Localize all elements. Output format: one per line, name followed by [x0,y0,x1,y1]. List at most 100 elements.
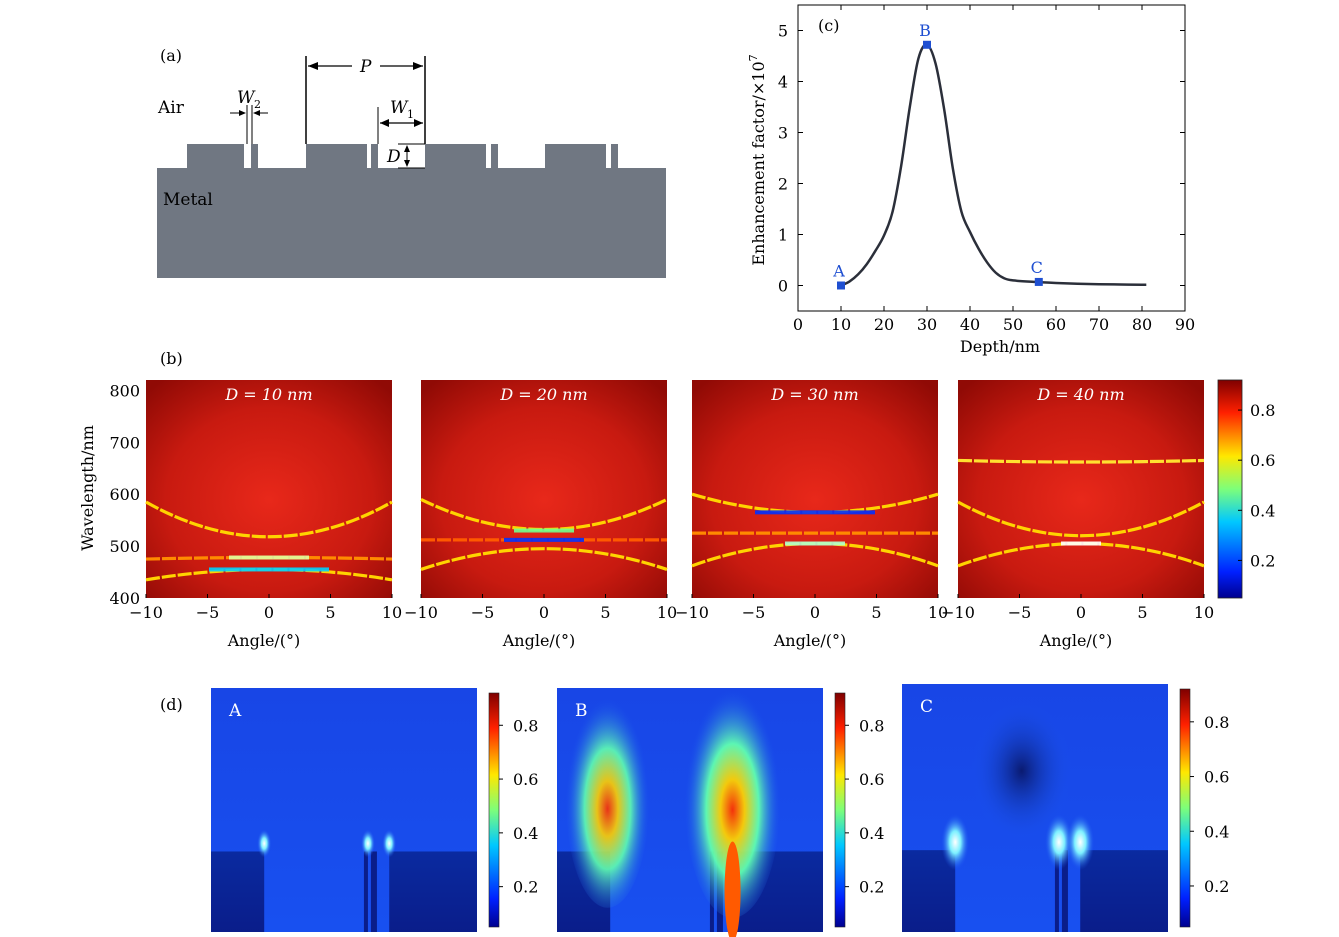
field-colorbar-tick-label: 0.2 [1204,877,1229,896]
panel-a: (a) Air Metal P W 1 W 2 D [157,46,666,278]
depth-label: D [386,147,401,167]
map-background [421,380,667,598]
panel-a-label: (a) [160,46,182,65]
field-colorbar-tick-label: 0.6 [1204,768,1229,787]
field-colorbar [488,692,500,928]
x-tick-label: 80 [1132,315,1152,334]
angle-tick-label: 5 [325,603,335,622]
metal-block [211,851,265,932]
field-colorbar-tick-label: 0.8 [1204,713,1229,732]
map-title: D = 20 nm [499,385,587,404]
colorbar-tick-label: 0.4 [1250,501,1275,520]
point-marker-c [1034,277,1043,286]
angle-axis-label: Angle/(°) [502,631,576,650]
panel-b-label: (b) [160,349,183,368]
chart-ticks: 0 10 20 30 40 50 60 70 80 90 0 1 2 3 4 5 [778,5,1195,334]
field-colorbar-tick-label: 0.8 [859,716,884,735]
field-hotspot [257,829,272,858]
angle-tick-label: 0 [264,603,274,622]
field-colorbar-tick-label: 0.2 [859,878,884,897]
angle-tick-label: 10 [382,603,402,622]
band-crossing [785,541,845,546]
colorbar-b-ticks: 0.2 0.4 0.6 0.8 [1238,401,1275,570]
x-tick-label: 70 [1089,315,1109,334]
dispersion-band [420,497,668,531]
metal-ridge [370,851,377,932]
angle-tick-label: 5 [600,603,610,622]
map-title: D = 40 nm [1036,385,1124,404]
colorbar-b [1217,379,1243,599]
map-d40: D = 40 nm −10 −5 0 5 10 Angle/(°) [941,380,1214,650]
y-tick-label: 5 [778,22,788,41]
air-label: Air [157,98,185,118]
field-hotspot [941,814,970,871]
dispersion-band [957,500,1205,538]
colorbar-tick-label: 0.6 [1250,451,1275,470]
x-tick-label: 0 [793,315,803,334]
chart-xlabel: Depth/nm [960,337,1040,356]
metal-block [389,851,477,932]
x-tick-label: 60 [1046,315,1066,334]
point-marker-b [923,40,931,49]
field-map-tag: A [228,701,242,721]
chart-frame [797,4,1186,312]
field-map-tag: B [575,701,588,721]
angle-tick-label: 10 [928,603,948,622]
field-hotspot [360,829,375,858]
field-maps: A 0.2 0.4 0.6 0.8 B 0.2 0.4 0.6 0.8 C 0.2 0.4 0.6 0.8 [211,677,1229,937]
field-colorbar [834,692,846,928]
chart-title: (c) [818,16,839,35]
angle-tick-label: −5 [742,603,766,622]
dispersion-band [145,500,393,539]
band-crossing [514,528,574,533]
metal-ridge [363,851,368,932]
field-colorbar-tick-label: 0.4 [1204,822,1229,841]
chart-ylabel-exponent: 7 [747,54,760,61]
angle-tick-label: 10 [1194,603,1214,622]
series-line [840,43,1147,287]
map-background [958,380,1204,598]
field-map-a: A 0.2 0.4 0.6 0.8 [211,688,538,932]
point-marker-a [837,281,845,290]
point-label-c: C [1031,258,1043,277]
w2-subscript: 2 [254,98,261,111]
metal-label: Metal [163,190,213,210]
x-tick-label: 30 [917,315,937,334]
angle-tick-label: 0 [539,603,549,622]
field-hotspot [565,687,650,908]
field-colorbar [1179,688,1191,928]
w1-subscript: 1 [407,108,414,121]
angle-tick-label: −5 [196,603,220,622]
wavelength-axis-label: Wavelength/nm [78,425,97,551]
wavelength-tick-label: 600 [109,485,140,504]
metal-ridge [1054,850,1059,932]
field-colorbar-tick-label: 0.4 [859,824,884,843]
field-colorbar-tick-label: 0.8 [513,716,538,735]
w1-label: W [390,98,409,118]
map-d10: D = 10 nm −10 −5 0 5 10 Angle/(°) [129,380,402,650]
field-hotspot [382,829,397,858]
angle-tick-label: 5 [871,603,881,622]
y-tick-label: 3 [778,124,788,143]
field-map-tag: C [920,697,933,717]
map-background [692,380,938,598]
panel-d: (d) A 0.2 0.4 0.6 0.8 B 0.2 0.4 0.6 0.8 C 0.2 0.4 0.6… [160,677,1229,937]
field-minimum [971,700,1072,841]
angle-tick-label: −10 [129,603,163,622]
panel-c: (c) 0 10 20 30 40 50 60 70 80 90 0 1 2 3 4 5 Depth/nm E… [747,4,1195,356]
y-tick-label: 2 [778,175,788,194]
field-map-b: B 0.2 0.4 0.6 0.8 [557,677,884,937]
angle-tick-label: 10 [657,603,677,622]
field-hotspot [1066,814,1095,871]
map-d20: D = 20 nm −10 −5 0 5 10 Angle/(°) [404,380,677,650]
y-tick-label: 4 [778,73,788,92]
field-colorbar-tick-label: 0.2 [513,878,538,897]
colorbar-tick-label: 0.2 [1250,551,1275,570]
field-hotspot-core [724,841,741,937]
angle-axis-label: Angle/(°) [773,631,847,650]
y-tick-label: 0 [778,277,788,296]
metal-block [1080,850,1168,932]
x-tick-label: 10 [831,315,851,334]
x-tick-label: 50 [1003,315,1023,334]
